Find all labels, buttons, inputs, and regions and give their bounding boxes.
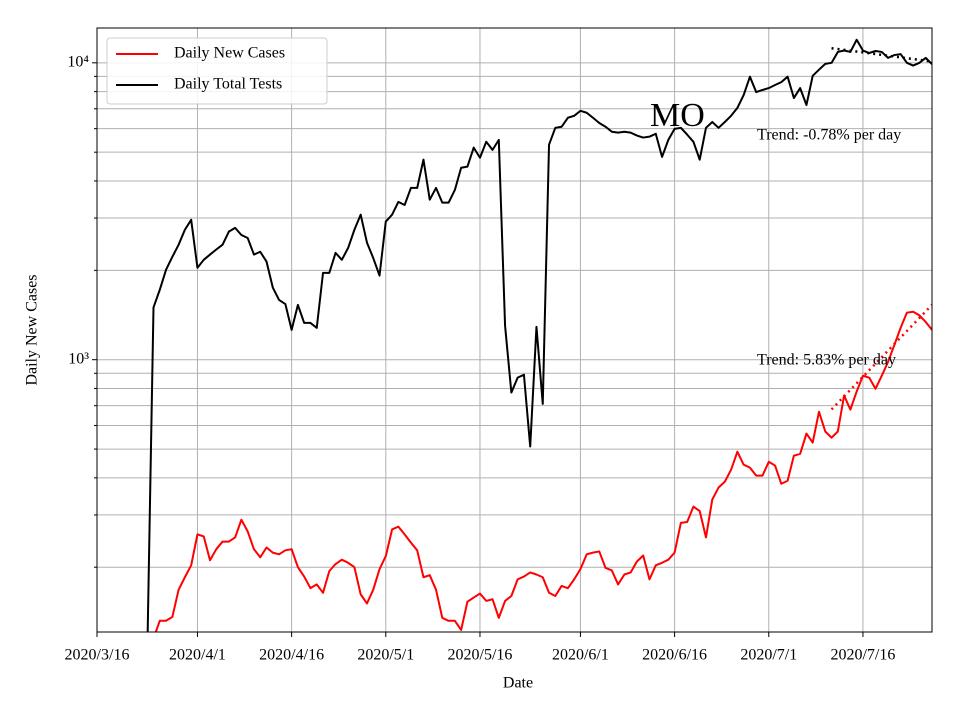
x-tick-label: 2020/7/1 [740, 647, 797, 664]
legend-label: Daily New Cases [174, 45, 285, 62]
x-tick-label: 2020/6/16 [642, 647, 707, 664]
y-tick-label: 10⁴ [67, 53, 89, 70]
axes: 2020/3/16 2020/4/1 2020/4/16 2020/5/1 2020/5… [65, 53, 896, 663]
plot-area [146, 38, 932, 632]
x-tick-label: 2020/7/16 [830, 647, 895, 664]
x-tick-label: 2020/4/16 [259, 647, 324, 664]
data-line [146, 38, 932, 632]
annotation: Trend: 5.83% per day [757, 352, 896, 369]
data-line [154, 310, 932, 632]
y-axis-label: Daily New Cases [24, 274, 41, 385]
x-tick-label: 2020/4/1 [169, 647, 226, 664]
x-tick-label: 2020/6/1 [552, 647, 609, 664]
x-tick-label: 2020/5/16 [448, 647, 513, 664]
axes-frame [96, 27, 933, 633]
x-tick-label: 2020/3/16 [65, 647, 130, 664]
trend-line [830, 304, 932, 411]
trend-line [831, 46, 932, 63]
x-axis-label: Date [503, 675, 533, 692]
legend-box [106, 37, 328, 105]
annotation: Trend: -0.78% per day [757, 127, 901, 144]
annotation: MO [650, 97, 705, 134]
legend-label: Daily Total Tests [174, 76, 282, 93]
x-tick-label: 2020/5/1 [357, 647, 414, 664]
y-tick-label: 10³ [68, 350, 89, 367]
legend: Daily New Cases Daily Total Tests [106, 37, 328, 105]
